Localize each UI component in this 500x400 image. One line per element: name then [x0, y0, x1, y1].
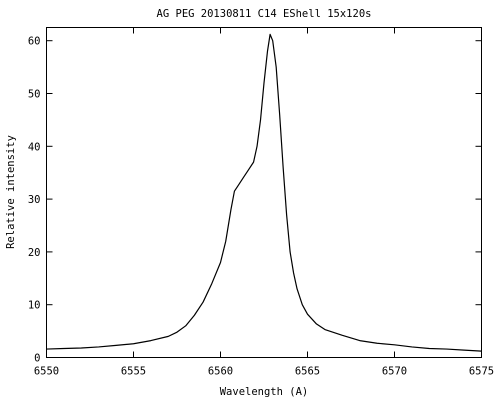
x-tick-label: 6550	[34, 366, 59, 378]
x-tick-label: 6575	[469, 366, 494, 378]
y-tick-label: 0	[34, 353, 40, 365]
y-tick-label: 40	[28, 141, 41, 153]
x-axis-label: Wavelength (A)	[220, 386, 309, 398]
plot-frame	[46, 27, 482, 358]
y-tick-label: 30	[28, 194, 41, 206]
spectrum-line	[46, 33, 482, 352]
y-tick-label: 20	[28, 247, 41, 259]
y-axis-label: Relative intensity	[5, 135, 17, 249]
y-tick-label: 10	[28, 300, 41, 312]
chart-title: AG PEG 20130811 C14 EShell 15x120s	[157, 8, 372, 20]
y-tick-label: 50	[28, 89, 41, 101]
x-tick-label: 6555	[121, 366, 146, 378]
x-tick-label: 6570	[382, 366, 407, 378]
x-axis-ticks: 6550 6555 6560 6565 6570 6575	[34, 27, 494, 378]
y-tick-label: 60	[28, 36, 41, 48]
x-tick-label: 6565	[295, 366, 320, 378]
y-axis-ticks: 0 10 20 30 40 50 60	[28, 36, 482, 365]
x-tick-label: 6560	[208, 366, 233, 378]
